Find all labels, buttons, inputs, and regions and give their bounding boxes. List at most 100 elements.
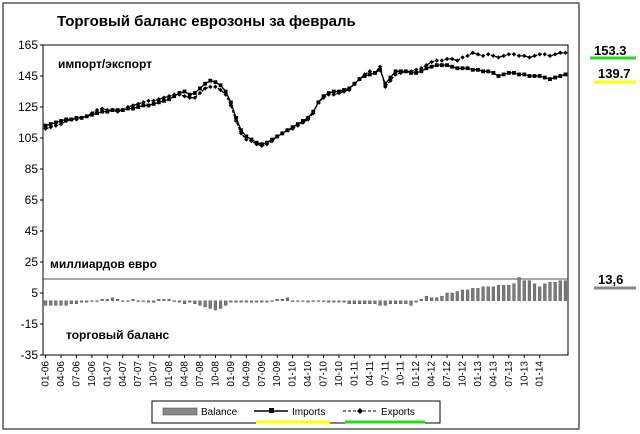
legend-balance-label: Balance — [201, 407, 238, 418]
imports-point — [285, 128, 290, 133]
balance-bar — [275, 299, 279, 301]
imports-point — [337, 89, 341, 94]
imports-point — [249, 137, 254, 142]
imports-point — [429, 64, 434, 69]
imports-point — [84, 114, 89, 119]
balance-bar — [414, 300, 418, 303]
exports-point — [491, 53, 496, 59]
balance-bar — [270, 300, 274, 302]
balance-bar — [285, 297, 290, 301]
imports-point — [486, 69, 491, 74]
exports-point — [537, 52, 542, 57]
balance-bar — [548, 281, 552, 301]
exports-point — [532, 53, 537, 59]
exports-point — [455, 58, 460, 63]
exports-point — [156, 97, 162, 102]
x-tick-label: 10-07 — [149, 361, 160, 387]
exports-point — [563, 50, 568, 55]
imports-point — [434, 63, 439, 68]
x-tick-label: 01-06 — [41, 361, 52, 387]
imports-point — [439, 63, 444, 68]
y-tick-label: -35 — [21, 348, 39, 362]
balance-bar — [430, 297, 434, 301]
exports-point — [516, 53, 522, 59]
x-tick-label: 01-08 — [164, 361, 175, 387]
exports-point — [331, 92, 337, 97]
annotation-trade-balance: торговый баланс — [66, 328, 170, 342]
x-tick-label: 01-13 — [473, 361, 484, 387]
y-axis: -35 -15 5 25 45 65 85 105 125 145 165 — [18, 38, 43, 362]
exports-point — [429, 59, 434, 65]
balance-bar — [394, 300, 398, 304]
balance-bar — [445, 292, 449, 301]
exports-point — [465, 53, 470, 59]
exports-point — [444, 56, 450, 62]
imports-point — [105, 109, 110, 114]
x-tick-label: 07-08 — [195, 361, 206, 387]
balance-bar — [162, 299, 166, 301]
imports-point — [146, 103, 151, 108]
imports-point — [450, 64, 455, 69]
imports-point — [203, 81, 208, 86]
legend-balance-swatch — [162, 407, 198, 416]
imports-point — [331, 89, 336, 94]
series-lines — [43, 50, 568, 148]
imports-point — [306, 115, 310, 120]
balance-bar — [301, 300, 305, 302]
imports-point — [424, 66, 429, 71]
exports-last-value-label: 153.3 — [594, 43, 627, 58]
balance-bar — [224, 300, 228, 306]
imports-point — [187, 92, 192, 97]
balance-bar — [327, 300, 331, 303]
exports-point — [136, 101, 141, 107]
exports-point — [202, 86, 208, 91]
balance-bar — [157, 299, 161, 301]
imports-point — [470, 67, 475, 72]
exports-point — [166, 93, 172, 99]
balance-bar — [280, 299, 284, 301]
balance-bar — [347, 300, 351, 304]
imports-point — [398, 69, 403, 74]
imports-point — [213, 80, 218, 85]
imports-point — [74, 115, 79, 120]
y-tick-label: 105 — [18, 131, 38, 145]
balance-bar — [450, 292, 454, 301]
y-tick-label: 65 — [25, 193, 39, 207]
x-tick-label: 07-12 — [442, 361, 453, 387]
imports-point — [558, 74, 563, 78]
imports-point — [548, 77, 552, 81]
x-tick-label: 10-11 — [396, 361, 407, 386]
imports-point — [321, 94, 326, 99]
imports-point — [393, 69, 398, 74]
imports-point — [48, 122, 53, 126]
plot-area — [42, 44, 569, 356]
imports-point — [100, 109, 105, 114]
balance-bar — [460, 289, 465, 301]
exports-point — [141, 100, 146, 105]
balance-bar — [476, 288, 480, 301]
y-tick-label: 5 — [31, 286, 38, 300]
exports-point — [383, 84, 388, 90]
balance-bar — [558, 280, 562, 301]
imports-point — [259, 142, 264, 147]
exports-point — [53, 123, 59, 128]
balance-bar — [502, 285, 506, 301]
imports-point — [177, 91, 182, 95]
balance-bar — [440, 295, 444, 301]
exports-point — [413, 67, 419, 72]
x-tick-label: 07-06 — [71, 361, 82, 387]
balance-bars — [44, 277, 567, 311]
x-tick-label: 07-10 — [319, 361, 330, 387]
imports-point — [491, 71, 496, 75]
imports-point — [373, 71, 377, 75]
imports-point — [476, 67, 480, 72]
exports-point — [43, 126, 48, 131]
x-tick-label: 07-13 — [504, 361, 515, 387]
exports-point — [449, 56, 455, 62]
balance-bar — [352, 300, 356, 304]
balance-bar — [126, 300, 130, 302]
balance-bar — [249, 300, 254, 303]
balance-bar — [337, 300, 341, 303]
balance-bar — [455, 291, 459, 301]
